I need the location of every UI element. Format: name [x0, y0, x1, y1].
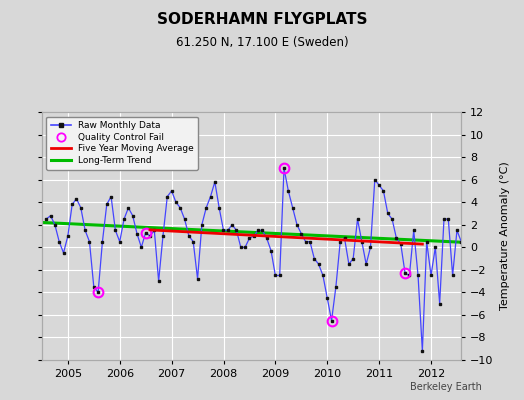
Text: Berkeley Earth: Berkeley Earth: [410, 382, 482, 392]
Text: 61.250 N, 17.100 E (Sweden): 61.250 N, 17.100 E (Sweden): [176, 36, 348, 49]
Legend: Raw Monthly Data, Quality Control Fail, Five Year Moving Average, Long-Term Tren: Raw Monthly Data, Quality Control Fail, …: [47, 116, 198, 170]
Y-axis label: Temperature Anomaly (°C): Temperature Anomaly (°C): [500, 162, 510, 310]
Text: SODERHAMN FLYGPLATS: SODERHAMN FLYGPLATS: [157, 12, 367, 27]
